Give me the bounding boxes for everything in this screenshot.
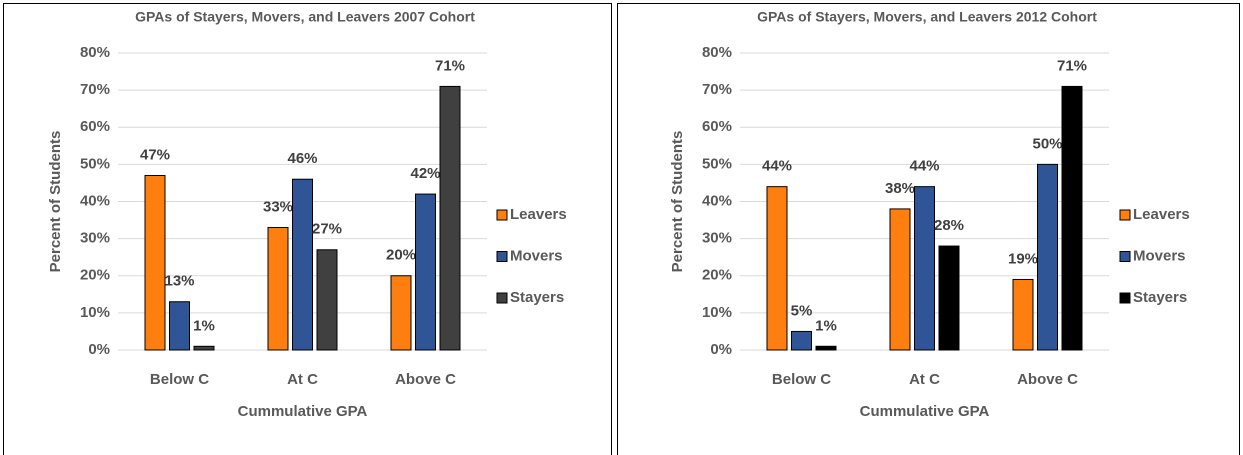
y-tick-label: 40%	[80, 192, 110, 209]
bar	[1012, 278, 1034, 351]
data-label: 5%	[791, 302, 813, 319]
x-tick-label: Above C	[1017, 371, 1078, 388]
x-axis-label: Cummulative GPA	[860, 403, 990, 420]
bar	[889, 208, 911, 351]
data-label: 20%	[386, 247, 416, 264]
bar	[169, 301, 190, 351]
bar	[193, 345, 215, 351]
data-label: 46%	[287, 150, 317, 167]
x-tick-label: Above C	[395, 371, 456, 388]
bar	[292, 178, 313, 351]
bar	[914, 186, 935, 351]
legend-label: Movers	[510, 247, 563, 264]
legend-swatch	[1119, 251, 1131, 262]
data-label: 19%	[1008, 250, 1038, 267]
y-tick-label: 10%	[80, 304, 110, 321]
data-label: 33%	[263, 198, 293, 215]
legend-label: Leavers	[1133, 206, 1190, 223]
bar	[439, 85, 461, 351]
bar	[415, 193, 436, 351]
data-label: 71%	[435, 57, 465, 74]
bar	[390, 275, 412, 351]
bar	[1061, 85, 1083, 351]
y-tick-label: 20%	[702, 267, 732, 284]
data-label: 50%	[1032, 135, 1062, 152]
bar	[1037, 163, 1058, 351]
bar	[316, 249, 338, 351]
y-tick-label: 70%	[702, 81, 732, 98]
legend-label: Leavers	[510, 206, 567, 223]
y-tick-label: 60%	[80, 118, 110, 135]
y-tick-label: 50%	[80, 155, 110, 172]
bar	[791, 330, 812, 351]
y-tick-label: 30%	[702, 230, 732, 247]
panel-border	[3, 3, 612, 455]
data-label: 44%	[909, 158, 939, 175]
x-tick-label: Below C	[150, 371, 209, 388]
legend-label: Stayers	[1133, 289, 1187, 306]
data-label: 1%	[815, 317, 837, 334]
y-tick-label: 80%	[80, 44, 110, 61]
y-tick-label: 60%	[702, 118, 732, 135]
legend-swatch	[1119, 209, 1131, 221]
y-tick-label: 30%	[80, 230, 110, 247]
x-tick-label: At C	[909, 371, 940, 388]
legend-label: Movers	[1133, 247, 1186, 264]
data-label: 1%	[193, 317, 215, 334]
bar	[766, 186, 788, 351]
y-tick-label: 0%	[88, 341, 110, 358]
data-label: 13%	[164, 273, 194, 290]
legend-label: Stayers	[510, 289, 564, 306]
y-tick-label: 80%	[702, 44, 732, 61]
x-tick-label: At C	[287, 371, 318, 388]
y-tick-label: 20%	[80, 267, 110, 284]
y-tick-label: 50%	[702, 155, 732, 172]
y-axis-label: Percent of Students	[669, 131, 686, 273]
legend-swatch	[496, 209, 508, 221]
bar	[938, 245, 960, 351]
y-tick-label: 0%	[710, 341, 732, 358]
data-label: 28%	[934, 217, 964, 234]
data-label: 42%	[410, 165, 440, 182]
bar	[144, 175, 166, 351]
y-axis-label: Percent of Students	[47, 131, 64, 273]
data-label: 38%	[885, 180, 915, 197]
x-tick-label: Below C	[772, 371, 831, 388]
bar	[267, 226, 289, 351]
bar	[815, 345, 837, 351]
chart-title: GPAs of Stayers, Movers, and Leavers 200…	[135, 9, 475, 25]
y-tick-label: 40%	[702, 192, 732, 209]
legend-swatch	[1119, 292, 1131, 304]
data-label: 44%	[762, 158, 792, 175]
y-tick-label: 10%	[702, 304, 732, 321]
y-tick-label: 70%	[80, 81, 110, 98]
panel-border	[617, 3, 1240, 455]
chart-title: GPAs of Stayers, Movers, and Leavers 201…	[757, 9, 1097, 25]
data-label: 71%	[1057, 57, 1087, 74]
legend-swatch	[496, 251, 508, 262]
data-label: 27%	[312, 221, 342, 238]
data-label: 47%	[140, 146, 170, 163]
legend-swatch	[496, 292, 508, 304]
x-axis-label: Cummulative GPA	[238, 403, 368, 420]
